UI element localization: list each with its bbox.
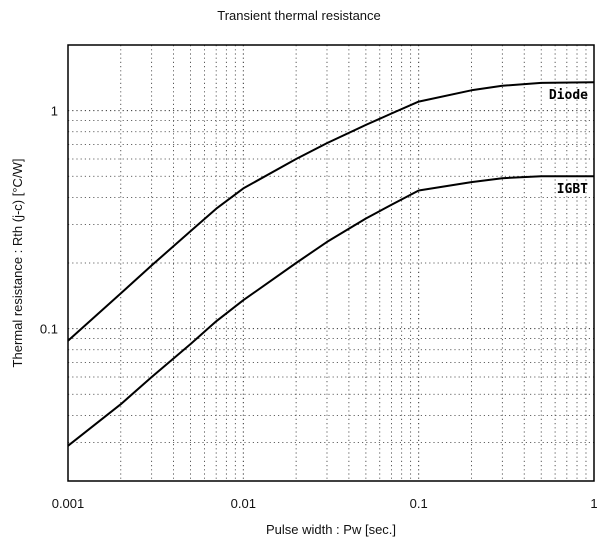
series-labels: Diode IGBT — [549, 88, 588, 197]
series-label-igbt: IGBT — [557, 182, 588, 197]
x-tick-label: 0.01 — [231, 496, 256, 511]
plot-frame — [67, 44, 595, 482]
x-axis-label: Pulse width : Pw [sec.] — [266, 522, 396, 537]
y-tick-label: 1 — [51, 104, 58, 119]
tick-labels: 0.001 0.01 0.1 1 0.1 1 — [40, 104, 598, 511]
series-lines — [67, 81, 595, 447]
y-tick-label: 0.1 — [40, 322, 58, 337]
y-axis-label: Thermal resistance : Rth (j-c) [°C/W] — [10, 159, 25, 368]
series-label-diode: Diode — [549, 88, 588, 103]
series-line-igbt — [67, 175, 594, 447]
x-tick-label: 1 — [590, 496, 597, 511]
chart-title: Transient thermal resistance — [217, 8, 381, 23]
series-line-diode — [67, 81, 595, 342]
x-tick-label: 0.001 — [52, 496, 85, 511]
x-tick-label: 0.1 — [410, 496, 428, 511]
grid — [68, 45, 594, 481]
